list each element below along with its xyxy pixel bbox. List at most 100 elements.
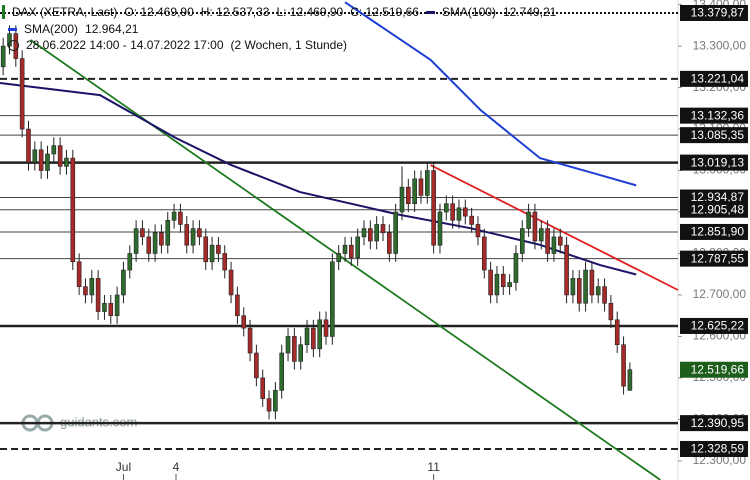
candle-body <box>127 253 133 271</box>
candle-body <box>222 253 228 271</box>
candle-body <box>564 244 569 296</box>
period: (2 Wochen, 1 Stunde) <box>230 38 348 52</box>
candle-body <box>254 352 259 379</box>
candle-body <box>488 269 493 296</box>
candle-body <box>285 336 291 354</box>
y-tick-label: 12.700,00 <box>693 287 747 301</box>
candle-body <box>437 211 443 246</box>
candle-body <box>159 232 164 246</box>
level-label: 12.390,95 <box>691 416 745 430</box>
candle-body <box>273 390 278 412</box>
candle-body <box>171 211 177 221</box>
candle-body <box>209 244 215 263</box>
candle-body <box>475 224 481 238</box>
candle-body <box>121 269 126 296</box>
x-tick-label: 4 <box>173 460 180 474</box>
candle-body <box>469 215 474 225</box>
candle-body <box>481 236 487 271</box>
candle-body <box>355 236 360 258</box>
legend-swatch <box>8 27 17 31</box>
candle-body <box>538 228 544 242</box>
candle-body <box>38 149 44 171</box>
level-label-box <box>680 201 748 218</box>
level-label-box <box>680 4 748 21</box>
level-label-box <box>680 189 748 206</box>
candle-body <box>76 261 82 287</box>
candle-body <box>311 327 316 350</box>
candle-body <box>462 207 468 217</box>
candle-body <box>108 302 114 316</box>
candle-body <box>304 327 310 346</box>
candle-body <box>576 278 582 304</box>
candle-body <box>51 145 57 155</box>
candle-body <box>83 286 88 296</box>
candle-body <box>64 157 69 167</box>
candle-body <box>323 319 329 337</box>
candle-body <box>216 244 221 254</box>
header-line: 28.06.2022 14:00 - 14.07.2022 17:00 (2 W… <box>8 37 347 53</box>
candle-body <box>26 128 31 163</box>
candle-body <box>570 278 576 296</box>
candle-body <box>608 302 614 321</box>
candle-body <box>0 45 6 68</box>
header-line: DAX (XETRA, Last) O: 12.469,90 H: 12.537… <box>2 4 557 20</box>
sma-line <box>344 1 637 187</box>
marker <box>2 5 5 19</box>
candle-body <box>406 186 411 205</box>
candle-body <box>95 278 101 312</box>
level-label-box <box>680 440 748 457</box>
candle-body <box>456 207 462 221</box>
candle-body <box>235 294 240 316</box>
level-label-box <box>680 70 748 87</box>
candle-body <box>89 278 95 296</box>
candle-body <box>374 224 379 242</box>
level-label-box <box>680 415 748 432</box>
level-label: 13.221,04 <box>691 72 745 86</box>
candle-body <box>532 211 538 242</box>
level-label: 12.625,22 <box>691 319 745 333</box>
legend-name: SMA(200) <box>24 22 79 36</box>
candle-body <box>152 232 158 254</box>
candle-body <box>621 344 626 387</box>
ohlc: L: 12.469,90 <box>276 5 344 19</box>
candle-body <box>190 228 196 246</box>
candle-body <box>70 157 76 263</box>
candle-body <box>140 228 145 238</box>
candle-body <box>279 352 285 391</box>
level-label-box <box>680 107 748 124</box>
trendline <box>430 164 679 291</box>
legend-value: 12.749,21 <box>502 5 557 19</box>
candle-body <box>627 369 633 391</box>
candle-body <box>368 228 373 242</box>
candle-body <box>32 149 38 163</box>
candle-body <box>450 203 455 221</box>
candle-body <box>178 211 183 225</box>
x-tick-label: 11 <box>427 460 440 474</box>
candle-body <box>203 236 209 263</box>
candle-body <box>444 203 449 213</box>
candle-body <box>45 153 50 171</box>
clock-icon <box>8 39 19 51</box>
sma-line <box>0 82 637 276</box>
candle-body <box>241 315 247 329</box>
level-label-box <box>680 317 748 334</box>
candle-body <box>260 377 266 399</box>
candle-body <box>380 224 386 234</box>
candle-body <box>247 327 253 354</box>
ohlc: O: 12.469,90 <box>124 5 194 19</box>
candle-body <box>557 236 563 246</box>
candle-body <box>146 236 152 254</box>
candle-body <box>589 269 595 296</box>
candle-body <box>114 294 120 316</box>
candle-body <box>425 170 430 196</box>
level-label: 13.132,36 <box>691 108 745 122</box>
level-label-box <box>680 154 748 171</box>
candle-body <box>102 302 107 312</box>
candle-body <box>298 344 304 362</box>
candle-body <box>602 286 607 304</box>
level-label: 12.328,59 <box>691 442 745 456</box>
level-label: 13.019,13 <box>691 155 745 169</box>
legend-value: 12.964,21 <box>85 22 139 36</box>
